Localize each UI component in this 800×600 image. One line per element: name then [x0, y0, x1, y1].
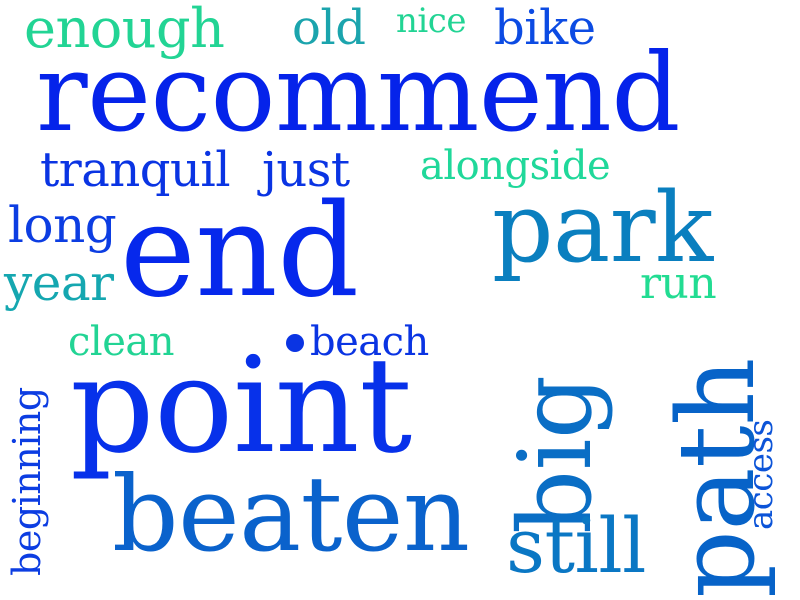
word-point: point — [70, 329, 412, 483]
word-access: access — [741, 419, 781, 530]
word-just: just — [262, 142, 350, 198]
word-enough: enough — [24, 0, 225, 60]
word-old: old — [292, 0, 366, 56]
word-nice: nice — [396, 1, 466, 41]
word-year: year — [4, 254, 114, 312]
word-run: run — [640, 258, 717, 309]
dot-mark — [286, 334, 304, 352]
word-beaten: beaten — [112, 453, 470, 575]
word-clean: clean — [68, 319, 174, 365]
word-end: end — [120, 177, 359, 326]
word-tranquil: tranquil — [40, 142, 231, 198]
word-beginning: beginning — [5, 387, 49, 576]
word-still: still — [506, 501, 646, 590]
word-recommend: recommend — [36, 31, 680, 156]
word-long: long — [8, 196, 117, 254]
word-beach: beach — [310, 319, 429, 365]
word-bike: bike — [494, 0, 596, 56]
word-park: park — [492, 172, 713, 284]
word-alongside: alongside — [420, 143, 611, 189]
